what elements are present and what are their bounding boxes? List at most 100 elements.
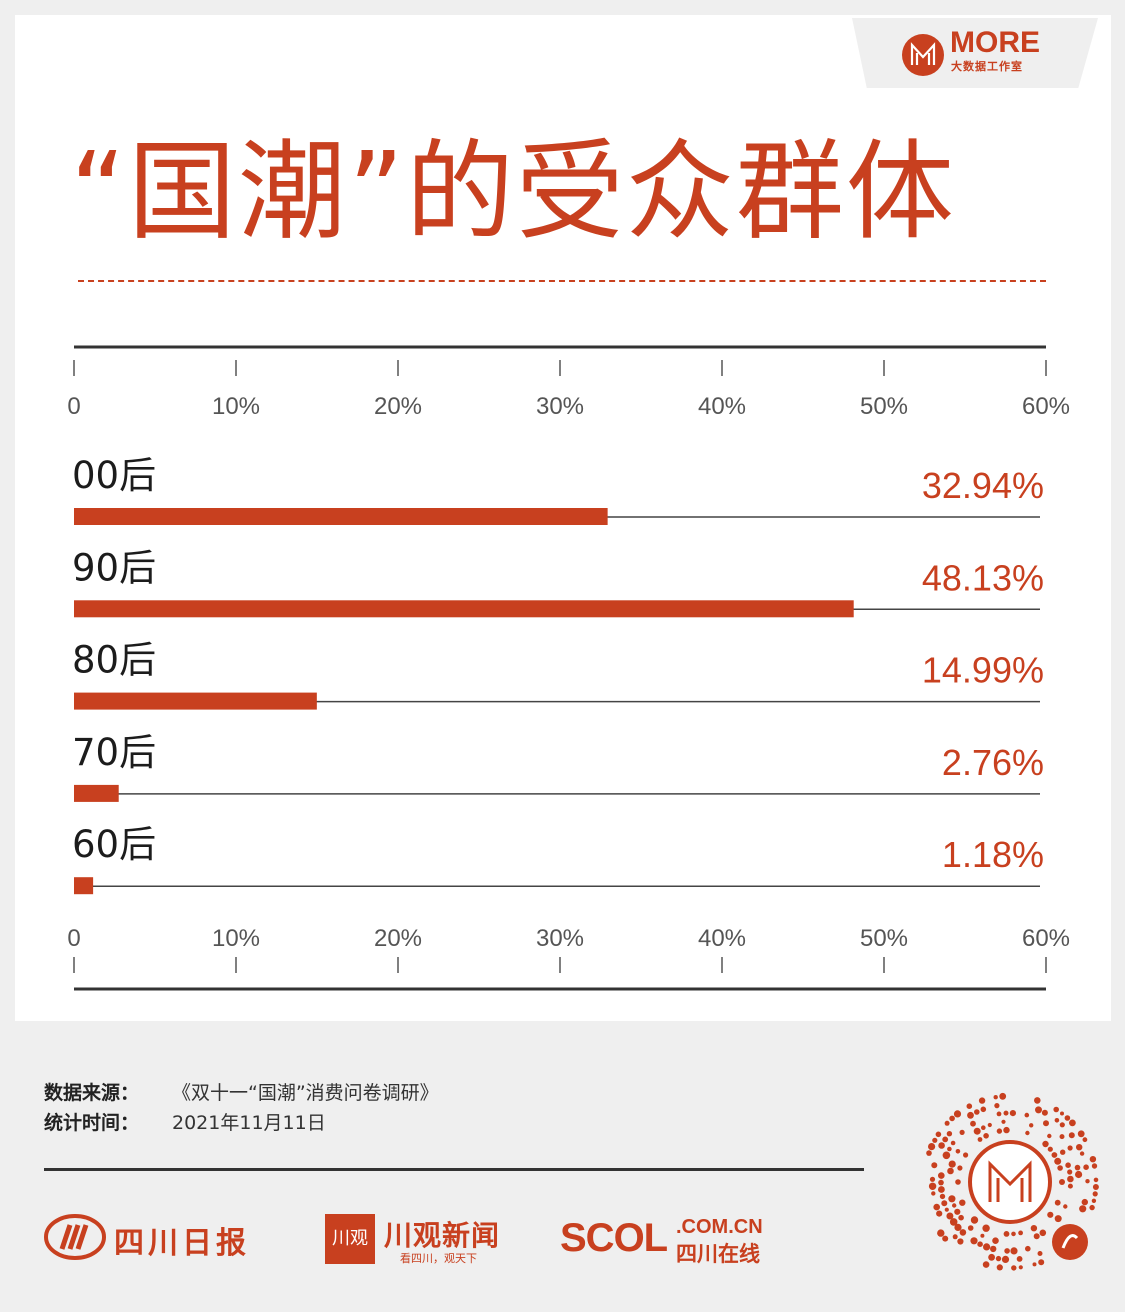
qr-dot: [1069, 1119, 1076, 1127]
qr-code-icon[interactable]: [920, 1092, 1100, 1272]
qr-dot: [1035, 1106, 1042, 1114]
qr-dot: [949, 1115, 955, 1122]
qr-dot: [937, 1229, 945, 1237]
bottom-tick-label: 0: [67, 925, 80, 952]
top-tick-label: 40%: [698, 393, 746, 420]
source-value: 《双十一“国潮”消费问卷调研》: [172, 1082, 439, 1104]
qr-dot: [1033, 1233, 1040, 1240]
qr-dot: [1047, 1146, 1053, 1152]
top-tick-label: 10%: [212, 393, 260, 420]
brand-scol: SCOL: [560, 1216, 668, 1260]
qr-dot: [999, 1092, 1007, 1100]
sichuan-daily-logo-icon: [44, 1214, 106, 1260]
qr-dot: [981, 1125, 986, 1130]
qr-dot: [1065, 1162, 1071, 1168]
qr-dot: [1067, 1145, 1073, 1151]
qr-dot: [1024, 1112, 1030, 1118]
bar: [74, 692, 317, 710]
qr-dot: [1047, 1133, 1052, 1139]
page-title: “国潮”的受众群体: [70, 130, 956, 255]
qr-dot: [959, 1129, 965, 1135]
qr-dot: [973, 1127, 981, 1135]
top-tick-label: 50%: [860, 393, 908, 420]
qr-dot: [1016, 1256, 1023, 1262]
qr-dot: [1018, 1265, 1023, 1270]
qr-dot: [1092, 1191, 1098, 1197]
qr-dot: [1051, 1152, 1058, 1158]
value-label: 1.18%: [942, 834, 1044, 875]
qr-dot: [1009, 1110, 1016, 1117]
qr-dot: [995, 1255, 1002, 1262]
qr-dot: [944, 1120, 950, 1126]
value-label: 2.76%: [942, 742, 1044, 783]
brand-chuanguan-slogan: 看四川，观天下: [400, 1252, 477, 1265]
qr-dot: [931, 1162, 938, 1169]
qr-dot: [996, 1128, 1003, 1134]
qr-dot: [1093, 1177, 1099, 1183]
qr-dot: [978, 1097, 986, 1104]
qr-dot: [959, 1229, 967, 1236]
qr-dot: [942, 1235, 949, 1242]
bar: [74, 600, 854, 618]
qr-dot: [938, 1186, 945, 1193]
qr-dot: [1043, 1120, 1049, 1127]
qr-dot: [957, 1238, 964, 1245]
qr-dot: [942, 1151, 951, 1160]
qr-dot: [958, 1214, 964, 1221]
top-tick-label: 30%: [536, 393, 584, 420]
qr-dot: [1030, 1225, 1038, 1232]
qr-dot: [1039, 1229, 1047, 1237]
category-label: 80后: [72, 639, 156, 682]
qr-dot: [948, 1160, 956, 1168]
qr-dot: [982, 1224, 990, 1232]
qr-dot: [953, 1110, 962, 1118]
qr-dot: [954, 1208, 961, 1215]
top-tick-label: 20%: [374, 393, 422, 420]
qr-dot: [955, 1149, 961, 1154]
qr-dot: [1082, 1137, 1088, 1143]
qr-dot: [946, 1131, 953, 1137]
qr-dot: [1075, 1170, 1083, 1179]
qr-dot: [1064, 1115, 1071, 1121]
qr-dot: [983, 1133, 989, 1139]
qr-dot: [931, 1191, 936, 1196]
qr-dot: [1054, 1118, 1060, 1123]
qr-dot: [941, 1200, 948, 1207]
brand-sichuan-daily: 四川日报: [114, 1226, 250, 1261]
brand-scol-domain: .COM.CN: [676, 1216, 763, 1238]
qr-dot: [928, 1143, 936, 1151]
qr-dot: [970, 1120, 976, 1127]
qr-dot: [1011, 1265, 1017, 1271]
qr-dot: [993, 1095, 998, 1100]
qr-dot: [954, 1223, 962, 1231]
footer-divider: [44, 1168, 864, 1171]
logo-name: MORE: [950, 26, 1040, 59]
qr-dot: [1074, 1164, 1081, 1171]
qr-dot: [944, 1207, 949, 1212]
qr-dot: [942, 1136, 949, 1143]
title-divider: [78, 280, 1046, 282]
qr-dot: [1032, 1262, 1037, 1267]
qr-dot: [1091, 1198, 1097, 1203]
qr-dot: [1004, 1248, 1010, 1254]
qr-dot: [1038, 1259, 1045, 1266]
qr-dot: [980, 1233, 985, 1238]
qr-dot: [948, 1195, 956, 1203]
qr-dot: [1067, 1169, 1073, 1175]
qr-dot: [974, 1109, 980, 1115]
bar: [74, 508, 608, 525]
qr-dot: [1025, 1130, 1030, 1136]
qr-dot: [1037, 1251, 1043, 1256]
qr-dot: [1003, 1110, 1009, 1116]
brand-chuanguan-news: 川观新闻: [384, 1219, 501, 1252]
qr-dot: [947, 1167, 954, 1175]
qr-dot: [1053, 1106, 1059, 1113]
qr-dot: [1060, 1111, 1064, 1116]
chuanguan-logo-icon: 川观: [325, 1214, 375, 1264]
qr-dot: [1059, 1134, 1065, 1140]
qr-dot: [1067, 1183, 1073, 1189]
qr-dot: [1085, 1179, 1090, 1184]
qr-dot: [1067, 1175, 1074, 1183]
source-block: 数据来源： 《双十一“国潮”消费问卷调研》 统计时间： 2021年11月11日: [44, 1078, 439, 1138]
qr-dot: [996, 1111, 1002, 1117]
